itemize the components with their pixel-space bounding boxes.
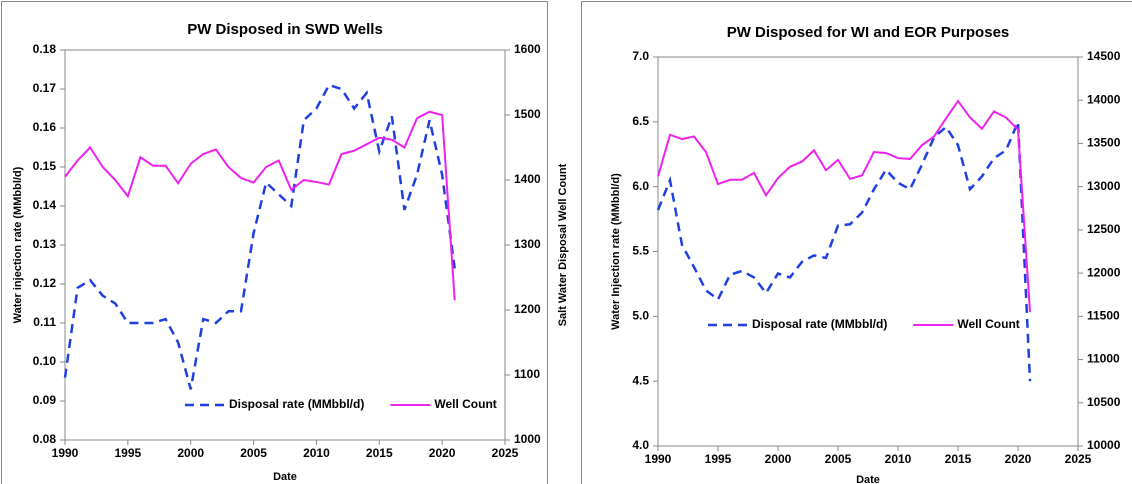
plot-area — [64, 49, 506, 441]
y2-tick-label: 11000 — [1087, 352, 1120, 366]
y2-tick-label: 12000 — [1087, 265, 1121, 279]
legend-label: Well Count — [957, 317, 1019, 331]
y-axis-label: Water Injection rate (MMbbl/d) — [610, 173, 622, 330]
x-tick-label: 1990 — [52, 446, 79, 460]
y-tick-label: 0.14 — [33, 198, 57, 212]
x-tick-label: 2020 — [1005, 452, 1032, 466]
y2-tick-label: 10000 — [1087, 438, 1121, 452]
x-tick-label: 2015 — [945, 452, 972, 466]
chart-title: PW Disposed for WI and EOR Purposes — [727, 24, 1010, 41]
y-tick-label: 5.5 — [632, 244, 649, 258]
legend-label: Disposal rate (MMbbl/d) — [229, 397, 364, 411]
data-line — [64, 110, 456, 301]
y2-axis-label: Salt Water Disposal Well Count — [557, 163, 569, 326]
chart-title: PW Disposed in SWD Wells — [187, 21, 383, 38]
y2-tick-label: 10500 — [1087, 395, 1121, 409]
y2-tick-label: 1200 — [514, 302, 541, 316]
y2-tick-label: 14000 — [1087, 92, 1121, 106]
x-tick-label: 2000 — [765, 452, 792, 466]
y-tick-label: 0.18 — [33, 42, 57, 56]
y-tick-label: 0.11 — [33, 315, 56, 329]
x-tick-label: 2005 — [825, 452, 852, 466]
x-tick-label: 2010 — [885, 452, 912, 466]
x-tick-label: 2025 — [1065, 452, 1092, 466]
x-tick-label: 2000 — [177, 446, 204, 460]
x-tick-label: 2020 — [429, 446, 456, 460]
y2-tick-label: 1100 — [514, 367, 540, 381]
x-tick-label: 2025 — [492, 446, 519, 460]
y-tick-label: 5.0 — [632, 309, 649, 323]
y2-tick-label: 11500 — [1087, 309, 1120, 323]
y2-tick-label: 1500 — [514, 107, 541, 121]
x-tick-label: 1990 — [645, 452, 672, 466]
x-tick-label: 1995 — [705, 452, 732, 466]
y2-tick-label: 13500 — [1087, 136, 1121, 150]
x-tick-label: 2010 — [303, 446, 330, 460]
x-axis-label: Date — [273, 471, 297, 483]
y-tick-label: 0.09 — [33, 393, 57, 407]
x-tick-label: 2005 — [240, 446, 267, 460]
x-tick-label: 2015 — [366, 446, 393, 460]
x-axis-label: Date — [856, 474, 880, 484]
y-axis-label: Water injection rate (MMbbl/d) — [12, 166, 24, 323]
y2-tick-label: 1000 — [514, 432, 541, 446]
y2-tick-label: 1400 — [514, 172, 541, 186]
y-tick-label: 0.08 — [33, 432, 57, 446]
y-tick-label: 0.13 — [33, 237, 57, 251]
plot-area — [657, 56, 1079, 447]
y-tick-label: 7.0 — [632, 49, 649, 63]
y-tick-label: 6.5 — [632, 114, 649, 128]
legend-label: Disposal rate (MMbbl/d) — [752, 317, 887, 331]
y-tick-label: 0.12 — [33, 276, 57, 290]
y2-tick-label: 13000 — [1087, 179, 1121, 193]
y-tick-label: 4.5 — [632, 373, 649, 387]
y-tick-label: 0.10 — [33, 354, 57, 368]
y-tick-label: 0.16 — [33, 120, 57, 134]
y2-tick-label: 12500 — [1087, 222, 1121, 236]
y-tick-label: 4.0 — [632, 438, 649, 452]
y-tick-label: 6.0 — [632, 179, 649, 193]
data-line — [656, 121, 1032, 382]
y-tick-label: 0.15 — [33, 159, 57, 173]
legend-label: Well Count — [434, 397, 496, 411]
y-tick-label: 0.17 — [33, 81, 57, 95]
data-line — [657, 99, 1031, 313]
y2-tick-label: 1300 — [514, 237, 541, 251]
x-tick-label: 1995 — [115, 446, 142, 460]
y2-tick-label: 14500 — [1087, 49, 1121, 63]
y2-tick-label: 1600 — [514, 42, 541, 56]
data-line — [63, 83, 456, 390]
panel-border — [1, 1, 548, 484]
panel-border — [581, 1, 1132, 484]
